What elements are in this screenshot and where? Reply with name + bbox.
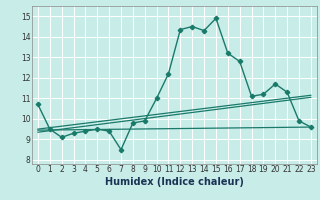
X-axis label: Humidex (Indice chaleur): Humidex (Indice chaleur) xyxy=(105,177,244,187)
